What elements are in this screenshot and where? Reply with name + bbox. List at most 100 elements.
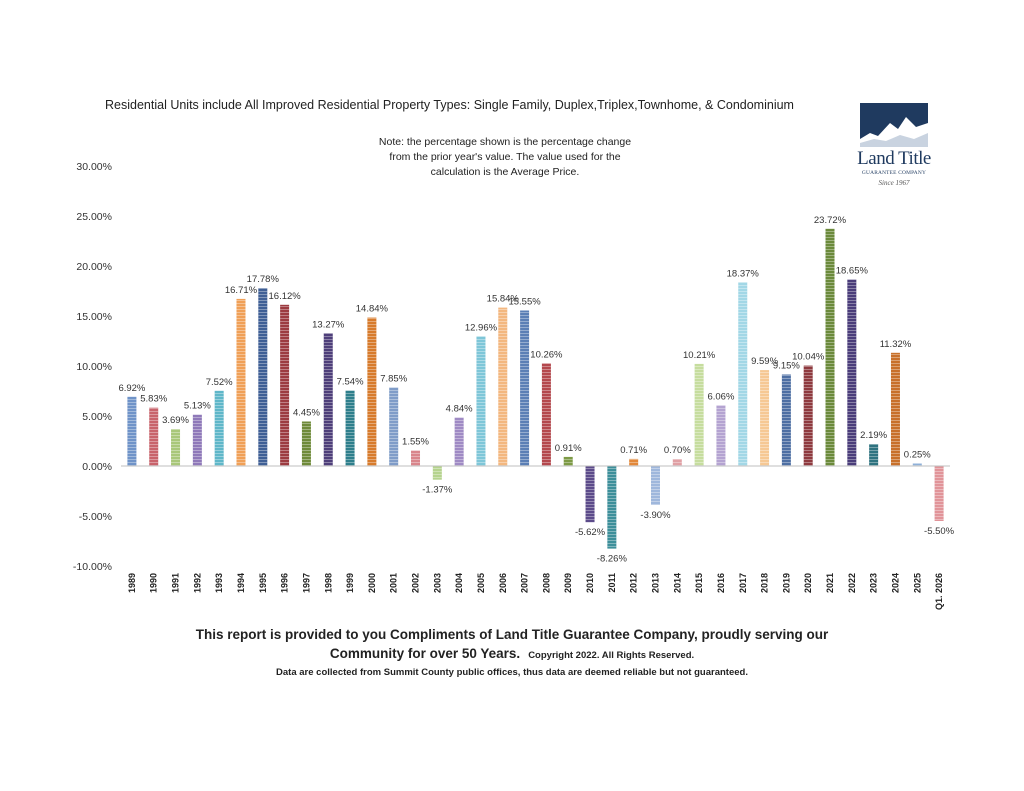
data-label: 0.70% <box>664 445 691 456</box>
bars: 6.92%5.83% 3.69% 5.13% 7.52% 16.71%17.78% 16.… <box>118 215 954 565</box>
data-label: 5.13% <box>184 401 211 412</box>
bar-texture <box>258 288 268 466</box>
chart-title: Residential Units include All Improved R… <box>105 98 794 112</box>
y-tick-label: -10.00% <box>73 561 112 573</box>
data-label: 7.52% <box>206 377 233 388</box>
x-tick-label: 1989 <box>127 573 137 593</box>
data-label: 10.26% <box>530 349 563 360</box>
bar-texture <box>869 444 879 466</box>
chart-note: Note: the percentage shown is the percen… <box>378 136 632 178</box>
bar-texture <box>520 310 530 466</box>
land-title-logo: Land Title GUARANTEE COMPANY Since 1967 <box>856 103 932 193</box>
bar-texture <box>367 317 377 466</box>
bar-texture <box>803 365 813 466</box>
x-tick-label: 2001 <box>389 573 399 593</box>
y-tick-label: 10.00% <box>76 361 112 373</box>
x-tick-label: Q1. 2026 <box>934 573 944 610</box>
bar-texture <box>672 459 682 466</box>
logo-brand: Land Title <box>857 148 931 169</box>
data-label: 13.27% <box>312 319 345 330</box>
data-label: 6.92% <box>118 383 145 394</box>
x-tick-label: 2024 <box>890 573 900 593</box>
x-tick-label: 2025 <box>912 573 922 593</box>
footer-line-1: This report is provided to you Complimen… <box>195 627 829 642</box>
bar-chart: 30.00% 25.00% 20.00% 15.00% 10.00% 5.00% 0.00%… <box>73 161 955 610</box>
data-label: 2.19% <box>860 430 887 441</box>
x-tick-label: 1991 <box>171 573 181 593</box>
logo-tagline: GUARANTEE COMPANY <box>861 170 927 176</box>
bar-texture <box>541 363 551 466</box>
data-label: 6.06% <box>707 391 734 402</box>
data-label: 15.55% <box>508 297 541 308</box>
data-label: 18.65% <box>836 266 869 277</box>
logo-since: Since 1967 <box>878 179 910 187</box>
data-label: 14.84% <box>356 304 389 315</box>
x-tick-label: 1990 <box>149 573 159 593</box>
data-label: 1.55% <box>402 437 429 448</box>
x-tick-label: 2004 <box>454 573 464 593</box>
x-tick-label: 2006 <box>498 573 508 593</box>
bar-texture <box>847 279 857 466</box>
x-tick-label: 2010 <box>585 573 595 593</box>
data-label: 23.72% <box>814 215 847 226</box>
bar-texture <box>825 228 835 466</box>
bar-texture <box>323 333 333 466</box>
x-tick-label: 2007 <box>520 573 530 593</box>
x-tick-label: 2023 <box>869 573 879 593</box>
data-label: -5.50% <box>924 526 955 537</box>
footer-line-2: Community for over 50 Years. Copyright 20… <box>0 646 1024 661</box>
x-tick-label: 2009 <box>563 573 573 593</box>
x-tick-label: 2011 <box>607 573 617 593</box>
footer-line-2-text: Community for over 50 Years. <box>329 646 521 661</box>
x-tick-label: 2003 <box>432 573 442 593</box>
bar-texture <box>760 370 770 466</box>
x-tick-label: 1997 <box>301 573 311 593</box>
data-label: 16.71% <box>225 285 258 296</box>
bar-texture <box>650 466 660 505</box>
data-label: 7.54% <box>337 377 364 388</box>
bar-texture <box>934 466 944 521</box>
bar-texture <box>192 414 202 466</box>
bar-texture <box>890 352 900 466</box>
data-label: -1.37% <box>422 485 453 496</box>
x-tick-label: 2005 <box>476 573 486 593</box>
x-tick-label: 2012 <box>629 573 639 593</box>
bar-texture <box>411 450 421 466</box>
x-tick-label: 2018 <box>760 573 770 593</box>
bar-texture <box>171 429 181 466</box>
bar-texture <box>236 298 246 466</box>
x-tick-label: 2008 <box>541 573 551 593</box>
bar-texture <box>476 336 486 466</box>
data-label: 0.71% <box>620 445 647 456</box>
data-label: 11.32% <box>880 339 912 350</box>
data-label: -5.62% <box>575 527 606 538</box>
bar-texture <box>454 417 464 466</box>
x-tick-label: 1995 <box>258 573 268 593</box>
x-tick-label: 2021 <box>825 573 835 593</box>
x-tick-label: 1994 <box>236 573 246 593</box>
x-tick-label: 2017 <box>738 573 748 593</box>
footer-disclaimer: Data are collected from Summit County pu… <box>276 667 748 678</box>
x-tick-label: 2022 <box>847 573 857 593</box>
y-tick-label: 0.00% <box>82 461 112 473</box>
data-label: 4.45% <box>293 408 320 419</box>
data-label: 9.59% <box>751 356 778 367</box>
bar-texture <box>214 390 224 466</box>
bar-texture <box>389 387 399 466</box>
bar-texture <box>280 304 290 466</box>
data-label: 10.21% <box>683 350 716 361</box>
x-tick-label: 2013 <box>650 573 660 593</box>
data-label: 18.37% <box>727 268 760 279</box>
bar-texture <box>432 466 442 480</box>
data-label: 7.85% <box>380 374 407 385</box>
x-tick-label: 2002 <box>411 573 421 593</box>
x-tick-label: 2015 <box>694 573 704 593</box>
x-tick-label: 1998 <box>323 573 333 593</box>
x-tick-label: 1993 <box>214 573 224 593</box>
data-label: 16.12% <box>269 291 302 302</box>
data-label: 5.83% <box>140 394 167 405</box>
data-label: 0.25% <box>904 450 931 461</box>
data-label: 4.84% <box>446 404 473 415</box>
bar-texture <box>607 466 617 549</box>
data-label: 12.96% <box>465 322 498 333</box>
